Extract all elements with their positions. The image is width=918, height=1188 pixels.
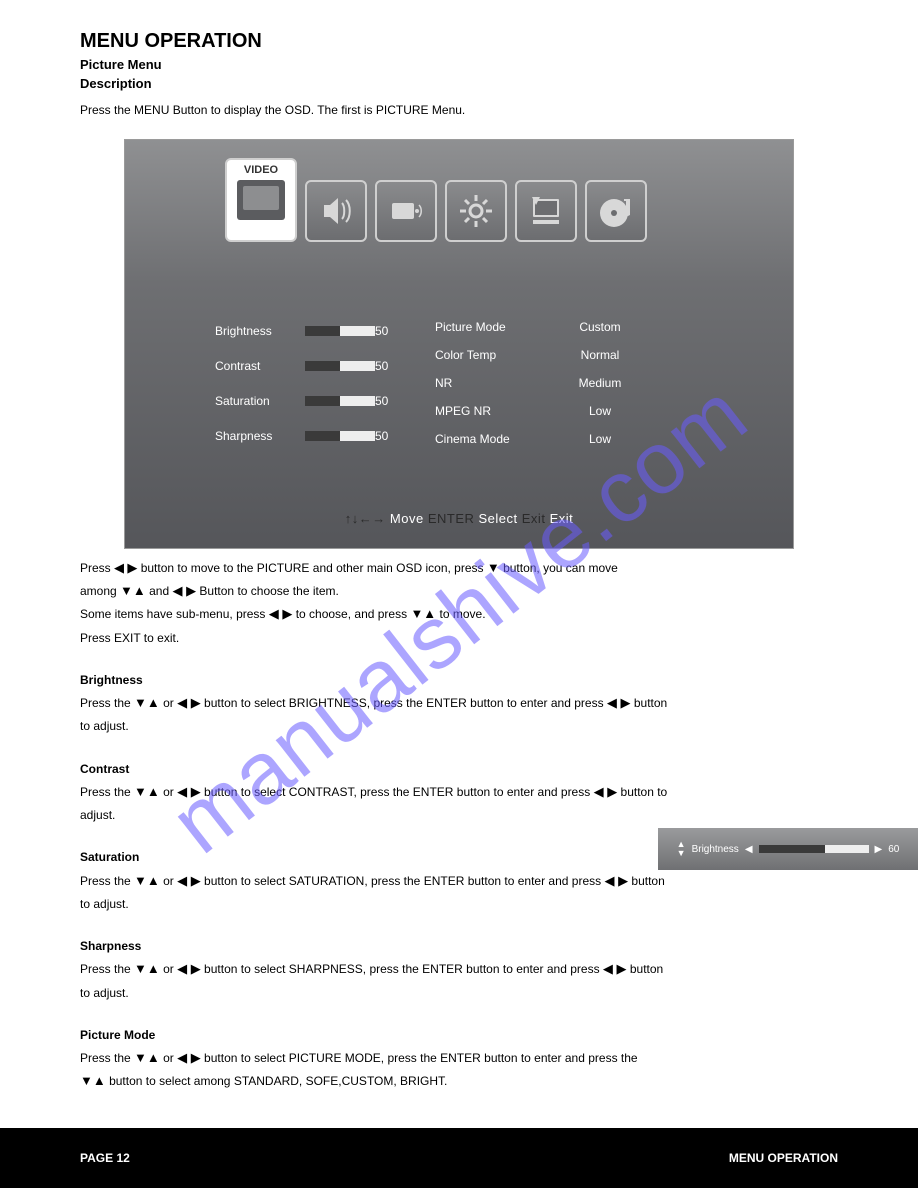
osd-tab-row: VIDEO — [225, 158, 647, 242]
mini-label: Brightness — [692, 844, 739, 855]
osd-hint-bar: ↑↓←→ Move ENTER Select Exit Exit — [125, 511, 793, 526]
osd-panel: VIDEO Brightness 50 — [124, 139, 794, 549]
footer-page: PAGE 12 — [80, 1151, 130, 1165]
arrow-left-icon: ◀ — [114, 561, 124, 574]
osd-label: Brightness — [215, 324, 305, 338]
media-icon — [596, 191, 636, 231]
osd-tab-audio[interactable] — [305, 180, 367, 242]
speaker-icon — [316, 191, 356, 231]
osd-value: 50 — [375, 394, 405, 408]
arrow-right-icon: ▶ — [875, 844, 883, 855]
osd-tab-video[interactable]: VIDEO — [225, 158, 297, 242]
mini-brightness-widget: ▲▼ Brightness ◀ ▶ 60 — [658, 828, 918, 870]
osd-label: MPEG NR — [435, 404, 555, 418]
osd-option-value[interactable]: Low — [555, 404, 645, 418]
mini-slider[interactable] — [759, 845, 869, 853]
osd-label: Saturation — [215, 394, 305, 408]
osd-label: Color Temp — [435, 348, 555, 362]
osd-tab-pc[interactable] — [515, 180, 577, 242]
sharpness-slider[interactable] — [305, 431, 375, 441]
saturation-slider[interactable] — [305, 396, 375, 406]
arrow-right-icon: ▶ — [127, 561, 137, 574]
osd-value: 50 — [375, 359, 405, 373]
brightness-slider[interactable] — [305, 326, 375, 336]
osd-tab-channel[interactable] — [375, 180, 437, 242]
osd-tab-video-label: VIDEO — [244, 164, 278, 176]
slider-fill — [305, 431, 340, 441]
arrow-down-icon: ▼ — [677, 849, 686, 858]
osd-tab-media[interactable] — [585, 180, 647, 242]
osd-settings-grid: Brightness 50 Contrast 50 Saturation 50 … — [215, 320, 733, 446]
slider-fill — [305, 326, 340, 336]
osd-label: Sharpness — [215, 429, 305, 443]
osd-label: NR — [435, 376, 555, 390]
osd-option-value[interactable]: Normal — [555, 348, 645, 362]
slider-fill — [305, 361, 340, 371]
osd-option-value[interactable]: Low — [555, 432, 645, 446]
mini-value: 60 — [888, 844, 899, 855]
osd-label: Picture Mode — [435, 320, 555, 334]
page-section-title: MENU OPERATION — [80, 30, 838, 53]
page-intro: Press the MENU Button to display the OSD… — [80, 101, 838, 119]
osd-label: Cinema Mode — [435, 432, 555, 446]
contrast-slider[interactable] — [305, 361, 375, 371]
osd-right-column: Picture Mode Custom Color Temp Normal NR… — [435, 320, 645, 446]
osd-option-value[interactable]: Custom — [555, 320, 645, 334]
page-subtitle-2: Description — [80, 76, 838, 91]
osd-value: 50 — [375, 429, 405, 443]
footer-bar: PAGE 12 MENU OPERATION — [0, 1128, 918, 1188]
broadcast-icon — [386, 191, 426, 231]
slider-fill — [305, 396, 340, 406]
osd-tab-settings[interactable] — [445, 180, 507, 242]
tv-icon — [237, 180, 285, 220]
gear-icon — [456, 191, 496, 231]
pc-icon — [526, 191, 566, 231]
arrow-down-icon: ▼ — [487, 561, 500, 574]
page-subtitle-1: Picture Menu — [80, 57, 838, 72]
osd-left-column: Brightness 50 Contrast 50 Saturation 50 … — [215, 320, 405, 446]
osd-value: 50 — [375, 324, 405, 338]
footer-title: MENU OPERATION — [729, 1151, 838, 1165]
arrow-left-icon: ◀ — [745, 844, 753, 855]
osd-label: Contrast — [215, 359, 305, 373]
osd-option-value[interactable]: Medium — [555, 376, 645, 390]
mini-slider-fill — [759, 845, 825, 853]
